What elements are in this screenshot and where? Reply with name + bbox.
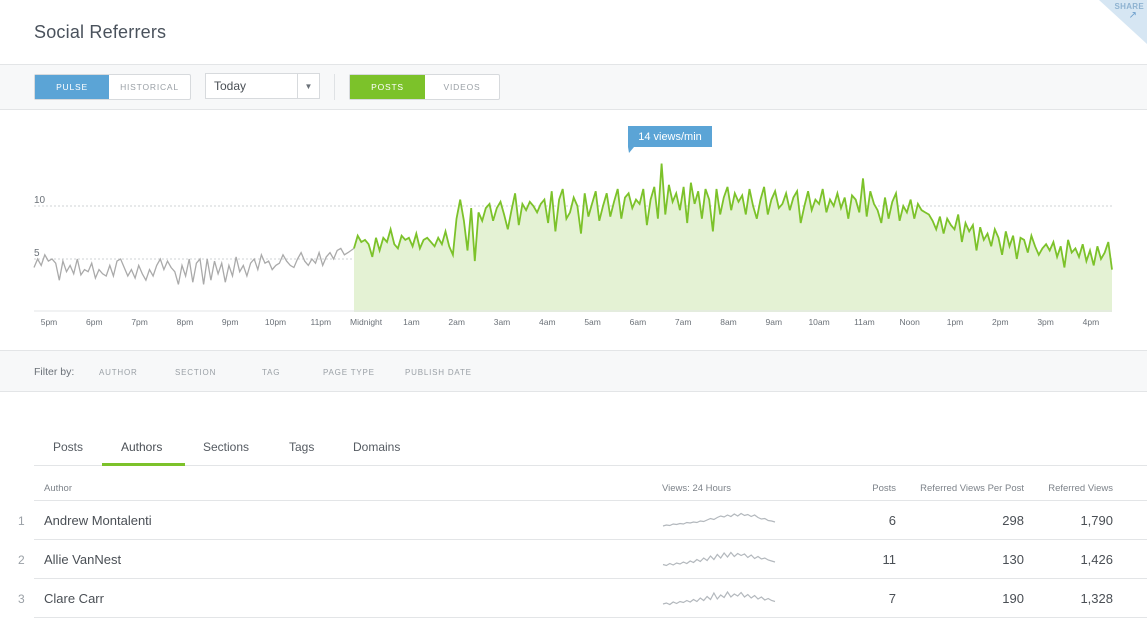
x-tick-label: 6pm [86, 317, 103, 327]
x-tick-label: 5am [584, 317, 601, 327]
peak-callout: 14 views/min [628, 126, 712, 153]
x-tick-label: Midnight [350, 317, 383, 327]
column-referred-per-post[interactable]: Referred Views Per Post [920, 483, 1024, 494]
x-tick-label: 2am [448, 317, 465, 327]
table-row[interactable]: 2 Allie VanNest 11 130 1,426 [18, 540, 1147, 579]
x-tick-label: 4pm [1083, 317, 1100, 327]
row-rank: 2 [18, 553, 25, 567]
report-tabs: Posts Authors Sections Tags Domains [34, 428, 1147, 466]
tab-authors[interactable]: Authors [121, 440, 163, 454]
today-line [353, 163, 1113, 270]
share-corner [1099, 0, 1147, 44]
column-referred-views[interactable]: Referred Views [1048, 483, 1113, 494]
x-tick-label: 3am [494, 317, 511, 327]
videos-button[interactable]: VIDEOS [443, 82, 481, 92]
row-rank: 3 [18, 592, 25, 606]
table-header: Author Views: 24 Hours Posts Referred Vi… [34, 476, 1147, 501]
x-tick-label: 1am [403, 317, 420, 327]
x-tick-label: Noon [900, 317, 921, 327]
page-title: Social Referrers [34, 22, 167, 42]
column-views[interactable]: Views: 24 Hours [662, 483, 731, 494]
toolbar: PULSE HISTORICAL Today ▼ POSTS VIDEOS [0, 65, 1147, 110]
posts-count: 11 [882, 552, 897, 567]
tab-domains[interactable]: Domains [353, 440, 401, 454]
author-name[interactable]: Allie VanNest [44, 552, 122, 567]
row-rank: 1 [18, 514, 25, 528]
sparkline [662, 590, 776, 606]
toolbar-divider [334, 74, 335, 100]
x-tick-label: 11pm [310, 317, 331, 327]
table-row[interactable]: 1 Andrew Montalenti 6 298 1,790 [18, 501, 1147, 540]
x-tick-label: 9am [766, 317, 783, 327]
x-tick-label: 2pm [992, 317, 1009, 327]
y-tick-label: 10 [34, 195, 46, 206]
tab-tags[interactable]: Tags [289, 440, 315, 454]
previous-day-line [33, 247, 355, 285]
x-tick-label: 10pm [265, 317, 286, 327]
y-tick-label: 5 [34, 248, 40, 259]
active-tab-indicator [102, 463, 185, 466]
posts-count: 6 [888, 513, 896, 528]
x-tick-label: 4am [539, 317, 556, 327]
filter-bar: Filter by: AUTHOR SECTION TAG PAGE TYPE … [0, 350, 1147, 392]
x-tick-labels: 5pm 6pm 7pm 8pm 9pm 10pm 11pm Midnight 1am 2am 3am… [41, 317, 1099, 327]
callout-text: 14 views/min [638, 131, 702, 143]
share-arrow-icon: ↗ [1128, 10, 1137, 21]
x-tick-label: 9pm [222, 317, 239, 327]
historical-button[interactable]: HISTORICAL [120, 82, 179, 92]
callout-pointer [628, 147, 634, 153]
tab-posts[interactable]: Posts [53, 440, 84, 454]
filter-tag[interactable]: TAG [262, 368, 281, 377]
posts-button[interactable]: POSTS [350, 75, 425, 99]
table-row[interactable]: 3 Clare Carr 7 190 1,328 [18, 579, 1147, 618]
x-tick-label: 7am [675, 317, 692, 327]
callout-box [628, 126, 712, 147]
mode-toggle: PULSE HISTORICAL [34, 74, 191, 100]
x-tick-label: 6am [630, 317, 647, 327]
x-tick-label: 10am [808, 317, 829, 327]
referred-per-post: 298 [1002, 513, 1024, 528]
x-tick-label: 11am [854, 317, 875, 327]
tab-sections[interactable]: Sections [203, 440, 250, 454]
x-tick-label: 7pm [131, 317, 148, 327]
chevron-down-icon[interactable]: ▼ [297, 74, 319, 98]
referred-views: 1,328 [1080, 591, 1113, 606]
x-tick-label: 3pm [1037, 317, 1054, 327]
x-tick-label: 5pm [41, 317, 58, 327]
share-button[interactable]: SHARE ↗ [1099, 0, 1147, 44]
views-chart-svg: 10 5 5pm 6pm 7pm 8pm 9pm 10pm 11pm Midnight 1am 2… [33, 126, 1113, 327]
date-range-select[interactable]: Today ▼ [205, 73, 320, 99]
filter-label: Filter by: [34, 366, 75, 378]
x-tick-label: 1pm [947, 317, 964, 327]
pulse-button[interactable]: PULSE [35, 75, 109, 99]
content-type-toggle: POSTS VIDEOS [349, 74, 500, 100]
views-chart: 10 5 5pm 6pm 7pm 8pm 9pm 10pm 11pm Midnight 1am 2… [0, 110, 1147, 350]
date-range-value: Today [214, 79, 247, 93]
author-name[interactable]: Andrew Montalenti [44, 513, 152, 528]
referred-per-post: 190 [1002, 591, 1024, 606]
author-name[interactable]: Clare Carr [44, 591, 104, 606]
sparkline [662, 551, 776, 567]
filter-publish-date[interactable]: PUBLISH DATE [405, 368, 472, 377]
page-header: Social Referrers SHARE ↗ [0, 0, 1147, 65]
x-tick-label: 8am [720, 317, 737, 327]
sparkline [662, 512, 776, 527]
referred-per-post: 130 [1002, 552, 1024, 567]
filter-author[interactable]: AUTHOR [99, 368, 138, 377]
referred-views: 1,426 [1080, 552, 1113, 567]
column-posts[interactable]: Posts [872, 483, 896, 494]
share-label: SHARE [1114, 2, 1144, 11]
filter-section[interactable]: SECTION [175, 368, 217, 377]
column-author[interactable]: Author [44, 483, 72, 494]
x-tick-label: 8pm [177, 317, 194, 327]
posts-count: 7 [888, 591, 896, 606]
referred-views: 1,790 [1080, 513, 1113, 528]
filter-page-type[interactable]: PAGE TYPE [323, 368, 375, 377]
